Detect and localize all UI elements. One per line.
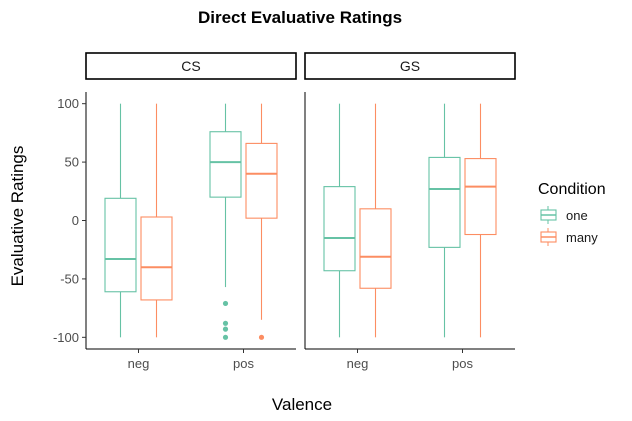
y-tick-label: -100 — [53, 330, 79, 345]
chart-title: Direct Evaluative Ratings — [198, 8, 402, 27]
outlier-point — [222, 326, 229, 332]
box-one-GS-pos — [428, 103, 461, 338]
facet-strip — [304, 52, 516, 80]
box-iqr — [359, 208, 392, 289]
legend-title: Condition — [538, 181, 606, 198]
box-iqr — [209, 131, 242, 198]
x-tick-label: pos — [233, 356, 254, 371]
legend: Condition one many — [538, 181, 606, 246]
box-one-GS-neg — [323, 103, 356, 338]
facet-strip-label: CS — [181, 58, 200, 74]
y-tick-label: 50 — [65, 155, 79, 170]
box-iqr — [245, 142, 278, 219]
legend-label: many — [566, 230, 598, 245]
x-tick-label: neg — [128, 356, 150, 371]
y-axis: -100 -50 0 50 100 — [53, 96, 86, 345]
outlier-point — [222, 300, 229, 307]
outlier-point — [222, 334, 229, 340]
box-iqr — [323, 186, 356, 272]
box-iqr — [140, 216, 173, 301]
x-tick-label: pos — [452, 356, 473, 371]
outlier-point — [258, 334, 265, 340]
box-iqr — [428, 156, 461, 248]
x-tick-label: neg — [347, 356, 369, 371]
box-one-CS-neg — [104, 103, 137, 338]
facet-strip — [85, 52, 297, 80]
y-axis-title: Evaluative Ratings — [8, 146, 27, 287]
box-many-CS-pos — [245, 103, 278, 340]
x-axis-title: Valence — [272, 395, 332, 414]
y-tick-label: 0 — [72, 213, 79, 228]
box-many-GS-pos — [464, 103, 497, 338]
legend-label: one — [566, 208, 588, 223]
box-many-GS-neg — [359, 103, 392, 338]
box-iqr — [104, 197, 137, 293]
box-one-CS-pos — [209, 103, 242, 340]
y-tick-label: 100 — [57, 96, 79, 111]
legend-key-many — [540, 228, 557, 246]
facet-panels: CS neg pos GS neg pos — [85, 52, 516, 371]
box-iqr — [464, 158, 497, 236]
outlier-point — [222, 320, 229, 326]
facet-strip-label: GS — [400, 58, 420, 74]
y-tick-label: -50 — [60, 271, 79, 286]
box-many-CS-neg — [140, 103, 173, 338]
legend-key-one — [540, 206, 557, 224]
